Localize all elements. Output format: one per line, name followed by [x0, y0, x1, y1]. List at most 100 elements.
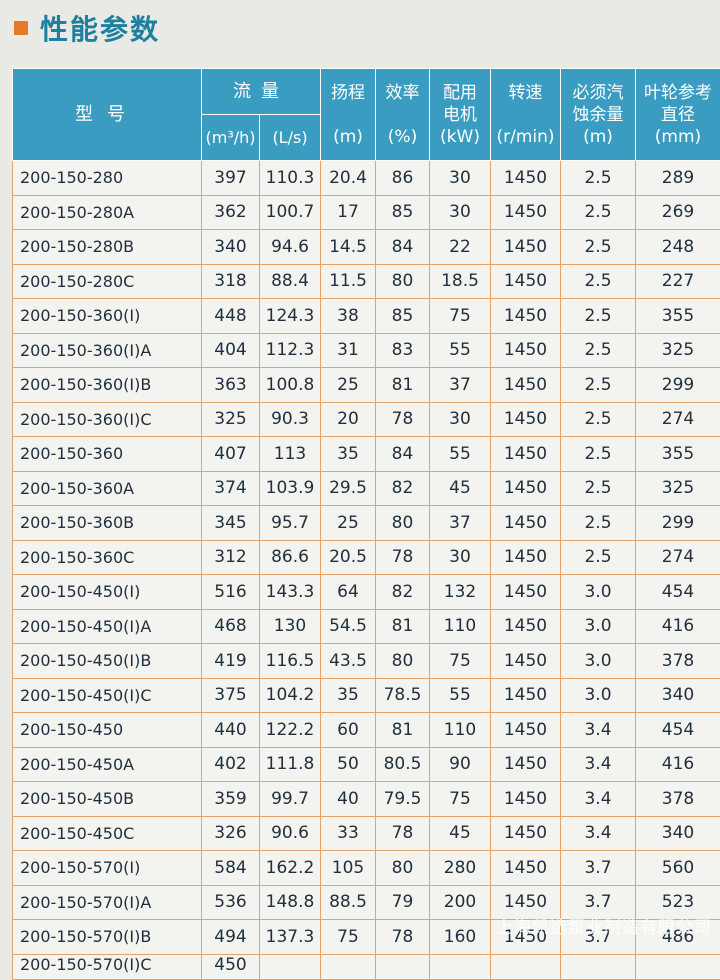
cell-efficiency: 79.5	[376, 782, 430, 817]
cell-impeller-diameter	[636, 954, 720, 979]
cell-head: 29.5	[321, 471, 376, 506]
cell-speed: 1450	[491, 644, 561, 679]
cell-flow-m3h: 516	[202, 575, 260, 610]
performance-table: 型号 流量 扬程(m) 效率(%) 配用电机(kW) 转速(r/min) 必须汽…	[12, 68, 720, 980]
cell-motor-power: 30	[430, 540, 491, 575]
cell-motor-power: 200	[430, 885, 491, 920]
cell-npshr: 3.4	[561, 782, 636, 817]
cell-head: 33	[321, 816, 376, 851]
cell-model: 200-150-280C	[13, 264, 202, 299]
cell-impeller-diameter: 378	[636, 782, 720, 817]
cell-impeller-diameter: 274	[636, 402, 720, 437]
cell-impeller-diameter: 340	[636, 678, 720, 713]
header-efficiency: 效率 (%)	[376, 69, 430, 161]
header-speed-label: 转速	[509, 83, 543, 103]
cell-flow-m3h: 362	[202, 195, 260, 230]
cell-speed: 1450	[491, 333, 561, 368]
cell-model: 200-150-360C	[13, 540, 202, 575]
cell-flow-m3h: 536	[202, 885, 260, 920]
cell-model: 200-150-450(I)C	[13, 678, 202, 713]
cell-flow-m3h: 584	[202, 851, 260, 886]
cell-flow-m3h: 345	[202, 506, 260, 541]
cell-impeller-diameter: 325	[636, 333, 720, 368]
cell-flow-m3h: 318	[202, 264, 260, 299]
cell-motor-power: 37	[430, 506, 491, 541]
cell-motor-power: 45	[430, 816, 491, 851]
cell-model: 200-150-570(I)	[13, 851, 202, 886]
header-motor-unit: (kW)	[440, 127, 480, 147]
cell-head	[321, 954, 376, 979]
header-motor-label: 配用电机	[440, 82, 480, 126]
cell-flow-ls: 162.2	[260, 851, 321, 886]
header-speed: 转速 (r/min)	[491, 69, 561, 161]
cell-model: 200-150-450	[13, 713, 202, 748]
cell-motor-power	[430, 954, 491, 979]
section-title: 性能参数	[40, 8, 160, 48]
cell-model: 200-150-360(I)	[13, 299, 202, 334]
cell-impeller-diameter: 454	[636, 713, 720, 748]
cell-model: 200-150-570(I)A	[13, 885, 202, 920]
cell-speed: 1450	[491, 782, 561, 817]
header-efficiency-label: 效率	[386, 83, 420, 103]
cell-flow-ls: 86.6	[260, 540, 321, 575]
cell-flow-m3h: 363	[202, 368, 260, 403]
cell-speed: 1450	[491, 437, 561, 472]
cell-npshr: 3.0	[561, 644, 636, 679]
cell-model: 200-150-570(I)C	[13, 954, 202, 979]
cell-efficiency: 79	[376, 885, 430, 920]
cell-impeller-diameter: 248	[636, 230, 720, 265]
cell-flow-ls: 113	[260, 437, 321, 472]
cell-efficiency	[376, 954, 430, 979]
cell-model: 200-150-570(I)B	[13, 920, 202, 955]
cell-efficiency: 82	[376, 575, 430, 610]
cell-speed: 1450	[491, 816, 561, 851]
cell-impeller-diameter: 416	[636, 747, 720, 782]
header-model: 型号	[13, 69, 202, 161]
header-flow: 流量	[202, 69, 321, 115]
cell-flow-ls: 137.3	[260, 920, 321, 955]
header-impeller-label: 叶轮参考直径	[642, 82, 714, 126]
cell-flow-ls: 103.9	[260, 471, 321, 506]
cell-npshr: 3.4	[561, 816, 636, 851]
cell-npshr: 3.7	[561, 851, 636, 886]
cell-efficiency: 85	[376, 299, 430, 334]
cell-motor-power: 160	[430, 920, 491, 955]
cell-motor-power: 110	[430, 609, 491, 644]
cell-head: 35	[321, 678, 376, 713]
cell-motor-power: 37	[430, 368, 491, 403]
cell-head: 20	[321, 402, 376, 437]
cell-motor-power: 90	[430, 747, 491, 782]
header-speed-unit: (r/min)	[496, 127, 554, 147]
cell-head: 60	[321, 713, 376, 748]
cell-motor-power: 110	[430, 713, 491, 748]
cell-flow-ls: 148.8	[260, 885, 321, 920]
cell-efficiency: 81	[376, 368, 430, 403]
cell-npshr	[561, 954, 636, 979]
cell-impeller-diameter: 274	[636, 540, 720, 575]
cell-head: 54.5	[321, 609, 376, 644]
cell-model: 200-150-280B	[13, 230, 202, 265]
cell-efficiency: 80	[376, 506, 430, 541]
cell-model: 200-150-280A	[13, 195, 202, 230]
cell-npshr: 2.5	[561, 299, 636, 334]
cell-npshr: 2.5	[561, 506, 636, 541]
cell-flow-ls: 116.5	[260, 644, 321, 679]
header-efficiency-unit: (%)	[388, 127, 417, 147]
cell-flow-m3h: 397	[202, 161, 260, 196]
cell-efficiency: 80	[376, 264, 430, 299]
cell-model: 200-150-360(I)A	[13, 333, 202, 368]
cell-flow-m3h: 448	[202, 299, 260, 334]
cell-head: 17	[321, 195, 376, 230]
cell-flow-ls: 94.6	[260, 230, 321, 265]
